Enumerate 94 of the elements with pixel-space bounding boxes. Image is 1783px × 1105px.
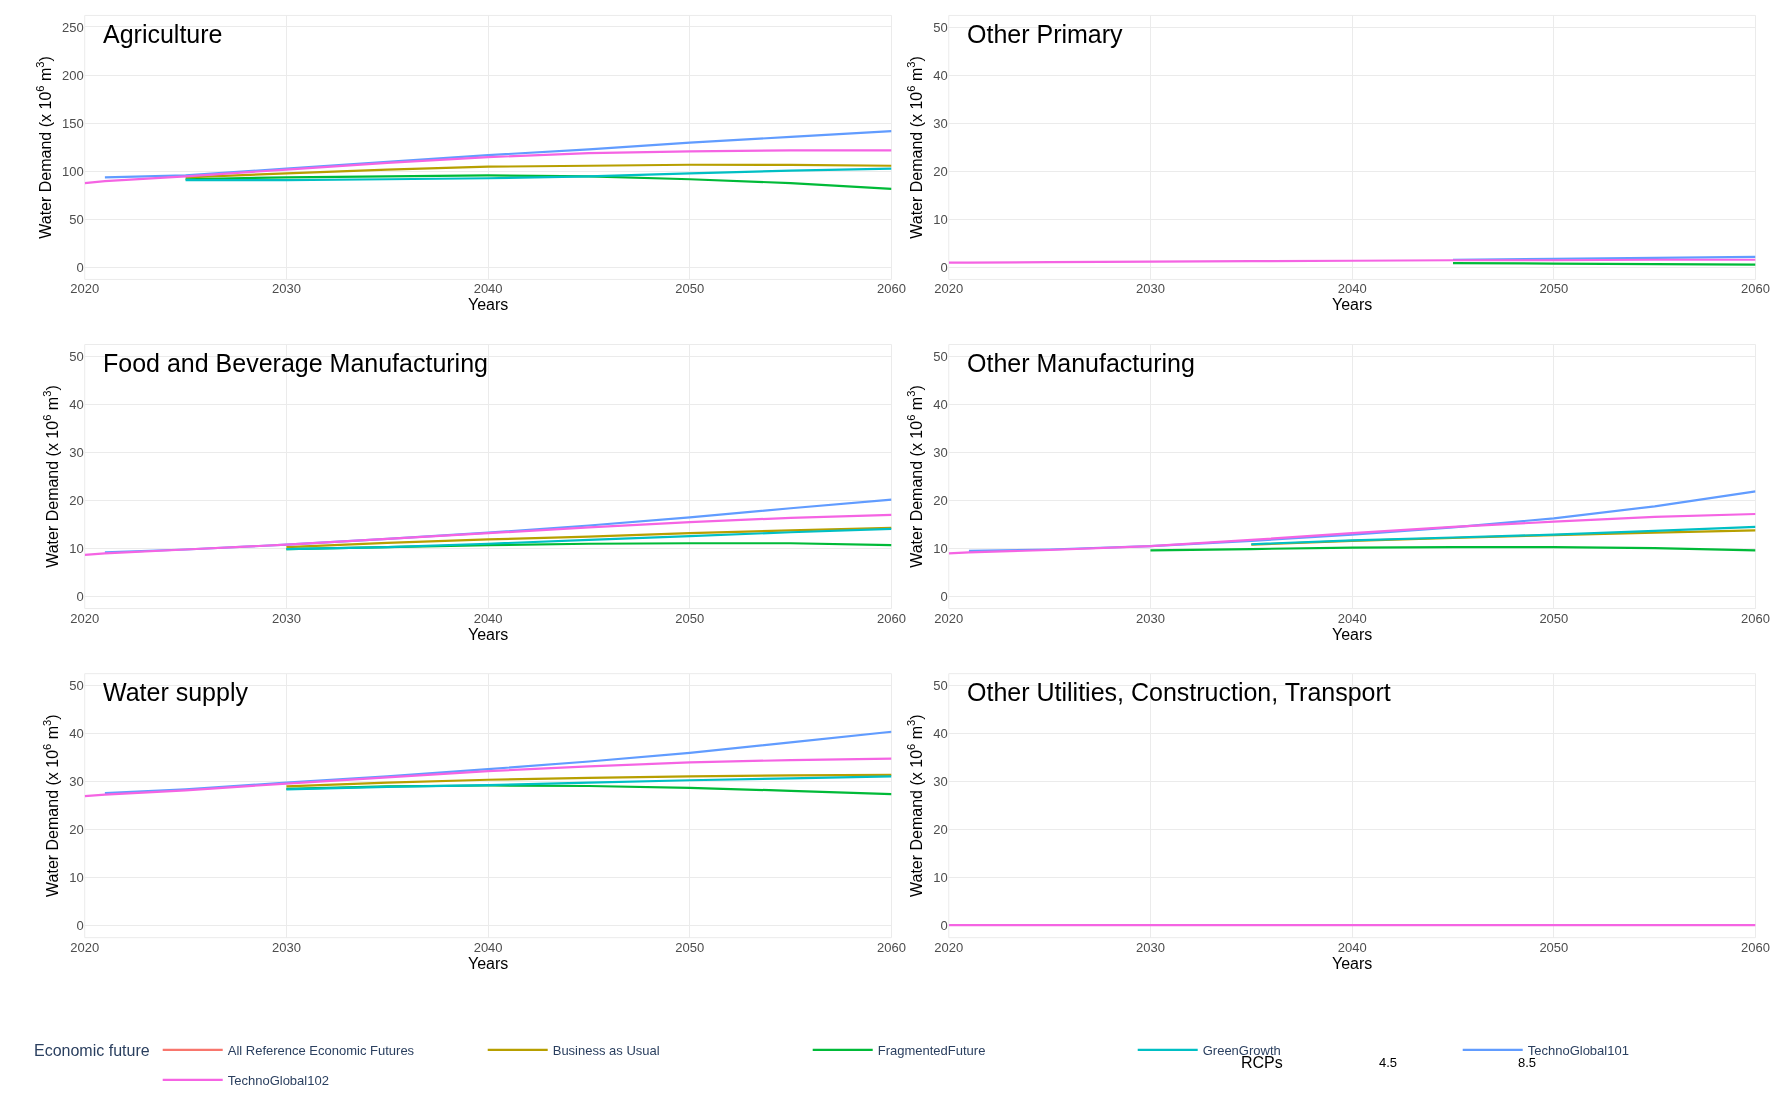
text: 4.5 [1379, 1055, 1398, 1070]
y-tick-label: 30 [933, 445, 948, 461]
legend-title: Economic future [34, 1041, 150, 1059]
x-axis-title: Years [467, 954, 509, 972]
line-series [184, 167, 892, 182]
chart-title: Other Utilities, Construction, Transport [967, 678, 1391, 706]
legend-label: Business as Usual [552, 1043, 660, 1059]
x-tick-label: 2040 [473, 610, 503, 626]
y-tick-label: 20 [933, 822, 948, 838]
y-tick-label: 0 [940, 259, 948, 275]
y-tick-label: 50 [933, 678, 948, 694]
line-series [84, 757, 892, 798]
text: RCPs [1241, 1054, 1283, 1071]
y-tick-label: 10 [69, 870, 84, 886]
x-tick-label: 2050 [1539, 281, 1569, 297]
line-series [84, 149, 892, 185]
x-tick-label: 2050 [675, 610, 705, 626]
chart-title: Water supply [103, 678, 249, 706]
x-tick-label: 2040 [1337, 281, 1367, 297]
chart-title: Other Manufacturing [967, 349, 1195, 377]
y-tick-label: 40 [69, 726, 84, 742]
y-tick-label: 10 [933, 870, 948, 886]
x-tick-label: 2040 [473, 939, 503, 955]
x-tick-label: 2060 [1741, 281, 1770, 297]
y-tick-label: 250 [62, 19, 84, 35]
y-tick-label: 30 [933, 115, 948, 131]
y-tick-label: 50 [69, 349, 84, 365]
y-tick-label: 30 [69, 774, 84, 790]
x-tick-label: 2030 [1135, 610, 1165, 626]
y-tick-label: 40 [69, 397, 84, 413]
x-tick-label: 2060 [877, 610, 906, 626]
y-tick-label: 30 [933, 774, 948, 790]
y-tick-label: 20 [933, 493, 948, 509]
x-tick-label: 2040 [1337, 939, 1367, 955]
y-tick-label: 150 [62, 115, 84, 131]
line-series [103, 730, 892, 795]
x-tick-label: 2030 [1135, 939, 1165, 955]
x-axis-title: Years [1331, 625, 1373, 643]
y-tick-label: 50 [933, 349, 948, 365]
x-axis-title: Years [1331, 954, 1373, 972]
legend-label: TechnoGlobal102 [227, 1072, 329, 1088]
y-tick-label: 10 [933, 541, 948, 557]
y-tick-label: 50 [933, 19, 948, 35]
x-tick-label: 2060 [877, 281, 906, 297]
y-tick-label: 40 [933, 726, 948, 742]
y-tick-label: 100 [62, 164, 84, 180]
x-tick-label: 2060 [1741, 939, 1770, 955]
y-tick-label: 40 [933, 67, 948, 83]
x-tick-label: 2020 [934, 281, 964, 297]
y-tick-label: 20 [69, 822, 84, 838]
x-tick-label: 2020 [934, 939, 964, 955]
x-tick-label: 2040 [473, 281, 503, 297]
y-tick-label: 0 [940, 589, 948, 605]
x-tick-label: 2050 [1539, 610, 1569, 626]
legend-label: FragmentedFuture [877, 1043, 986, 1059]
y-tick-label: 200 [62, 67, 84, 83]
x-tick-label: 2020 [70, 610, 100, 626]
y-tick-label: 0 [76, 589, 84, 605]
x-tick-label: 2050 [675, 939, 705, 955]
x-tick-label: 2020 [70, 281, 100, 297]
y-tick-label: 20 [69, 493, 84, 509]
line-series [948, 512, 1756, 555]
y-tick-label: 30 [69, 445, 84, 461]
x-tick-label: 2060 [1741, 610, 1770, 626]
y-tick-label: 0 [940, 918, 948, 934]
y-tick-label: 10 [69, 541, 84, 557]
x-tick-label: 2030 [271, 610, 301, 626]
x-tick-label: 2050 [675, 281, 705, 297]
x-axis-title: Years [467, 625, 509, 643]
legend-label: All Reference Economic Futures [227, 1043, 415, 1059]
line-series [103, 129, 892, 179]
x-tick-label: 2040 [1337, 610, 1367, 626]
chart-title: Food and Beverage Manufacturing [103, 349, 488, 377]
line-series [184, 163, 892, 179]
x-tick-label: 2060 [877, 939, 906, 955]
x-tick-label: 2020 [934, 610, 964, 626]
chart-title: Other Primary [967, 20, 1124, 48]
x-axis-title: Years [467, 296, 509, 314]
line-series [184, 174, 892, 190]
y-tick-label: 40 [933, 397, 948, 413]
x-tick-label: 2020 [70, 939, 100, 955]
x-tick-label: 2030 [1135, 281, 1165, 297]
y-tick-label: 0 [76, 918, 84, 934]
x-tick-label: 2030 [271, 281, 301, 297]
x-axis-title: Years [1331, 296, 1373, 314]
y-tick-label: 20 [933, 163, 948, 179]
y-tick-label: 10 [933, 211, 948, 227]
y-tick-label: 50 [69, 212, 84, 228]
x-tick-label: 2050 [1539, 939, 1569, 955]
y-tick-label: 50 [69, 678, 84, 694]
line-series [84, 513, 892, 556]
x-tick-label: 2030 [271, 939, 301, 955]
y-tick-label: 0 [76, 260, 84, 276]
chart-title: Agriculture [103, 20, 223, 48]
